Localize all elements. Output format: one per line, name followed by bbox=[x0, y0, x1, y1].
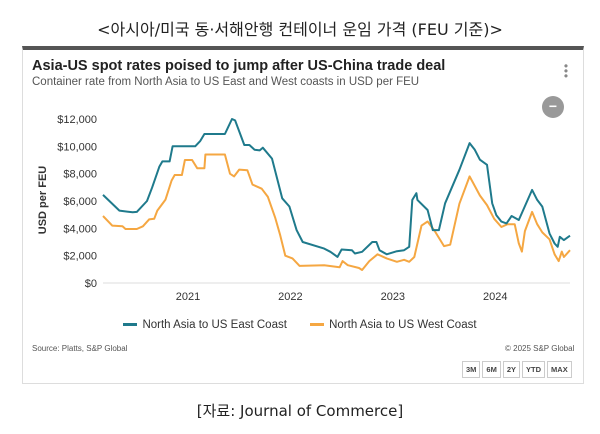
x-tick-label: 2023 bbox=[381, 291, 405, 303]
range-6m-button[interactable]: 6M bbox=[482, 361, 501, 378]
y-tick-label: $2,000 bbox=[63, 251, 97, 263]
minus-circle-icon[interactable]: − bbox=[542, 96, 564, 118]
x-tick-label: 2022 bbox=[278, 291, 302, 303]
page-heading: <아시아/미국 동·서해안행 컨테이너 운임 가격 (FEU 기준)> bbox=[97, 20, 503, 39]
x-tick-label: 2024 bbox=[483, 291, 507, 303]
range-buttons: 3M 6M 2Y YTD MAX bbox=[462, 361, 572, 378]
range-ytd-button[interactable]: YTD bbox=[522, 361, 546, 378]
legend-item-west[interactable]: North Asia to US West Coast bbox=[310, 318, 477, 331]
y-tick-label: $8,000 bbox=[63, 169, 97, 181]
y-tick-label: $10,000 bbox=[57, 141, 97, 153]
legend-label: North Asia to US East Coast bbox=[142, 318, 287, 331]
legend-label: North Asia to US West Coast bbox=[329, 318, 477, 331]
y-axis-label: USD per FEU bbox=[37, 166, 49, 235]
source-note: Source: Platts, S&P Global bbox=[32, 344, 128, 353]
y-tick-label: $12,000 bbox=[57, 114, 97, 126]
series-line-east bbox=[102, 118, 571, 258]
range-2y-button[interactable]: 2Y bbox=[502, 361, 521, 378]
more-vertical-icon[interactable]: • • • bbox=[563, 59, 569, 83]
legend: North Asia to US East Coast North Asia t… bbox=[0, 317, 600, 331]
range-max-button[interactable]: MAX bbox=[547, 361, 572, 378]
chart-subtitle: Container rate from North Asia to US Eas… bbox=[32, 76, 420, 88]
range-3m-button[interactable]: 3M bbox=[462, 361, 481, 378]
chart-title: Asia-US spot rates poised to jump after … bbox=[32, 58, 446, 74]
copyright-note: © 2025 S&P Global bbox=[505, 344, 575, 353]
y-tick-label: $6,000 bbox=[63, 196, 97, 208]
legend-item-east[interactable]: North Asia to US East Coast bbox=[123, 318, 287, 331]
series-line-west bbox=[102, 153, 571, 271]
x-tick-label: 2021 bbox=[176, 291, 200, 303]
y-tick-label: $4,000 bbox=[63, 223, 97, 235]
source-caption: [자료: Journal of Commerce] bbox=[196, 402, 404, 420]
chart-card bbox=[22, 46, 584, 384]
y-tick-label: $0 bbox=[85, 278, 97, 290]
legend-swatch bbox=[310, 323, 325, 326]
legend-swatch bbox=[123, 323, 138, 326]
